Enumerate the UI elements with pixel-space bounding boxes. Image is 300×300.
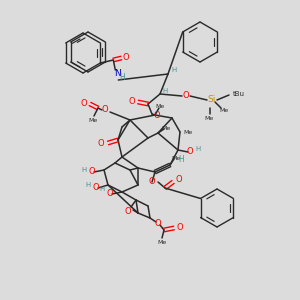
Text: Me: Me — [219, 109, 229, 113]
Text: O: O — [155, 218, 161, 227]
Text: Me: Me — [183, 130, 193, 134]
Text: O: O — [93, 184, 99, 193]
Text: H: H — [81, 167, 87, 173]
Text: O: O — [81, 98, 87, 107]
Text: O: O — [125, 208, 131, 217]
Text: O: O — [89, 167, 95, 176]
Text: O: O — [122, 53, 129, 62]
Text: H: H — [195, 146, 201, 152]
Text: Me: Me — [155, 104, 165, 110]
Text: H: H — [171, 67, 177, 73]
Text: H: H — [162, 88, 168, 94]
Text: Me: Me — [204, 116, 214, 121]
Text: O: O — [177, 224, 183, 232]
Text: O: O — [129, 98, 135, 106]
Text: H: H — [99, 186, 105, 192]
Text: tBu: tBu — [233, 91, 245, 97]
Text: Me: Me — [88, 118, 98, 124]
Text: Me: Me — [171, 157, 181, 161]
Text: O: O — [176, 176, 182, 184]
Text: O: O — [107, 190, 113, 199]
Text: Si: Si — [208, 95, 216, 104]
Text: H: H — [85, 182, 91, 188]
Text: Me: Me — [161, 127, 171, 131]
Text: O: O — [149, 178, 155, 187]
Text: O: O — [102, 104, 108, 113]
Text: Me: Me — [158, 241, 166, 245]
Text: O: O — [98, 140, 104, 148]
Text: O: O — [187, 148, 193, 157]
Text: N: N — [114, 68, 121, 77]
Text: O: O — [154, 112, 160, 121]
Text: O: O — [183, 92, 189, 100]
Text: H: H — [119, 73, 125, 82]
Text: H: H — [178, 155, 184, 164]
